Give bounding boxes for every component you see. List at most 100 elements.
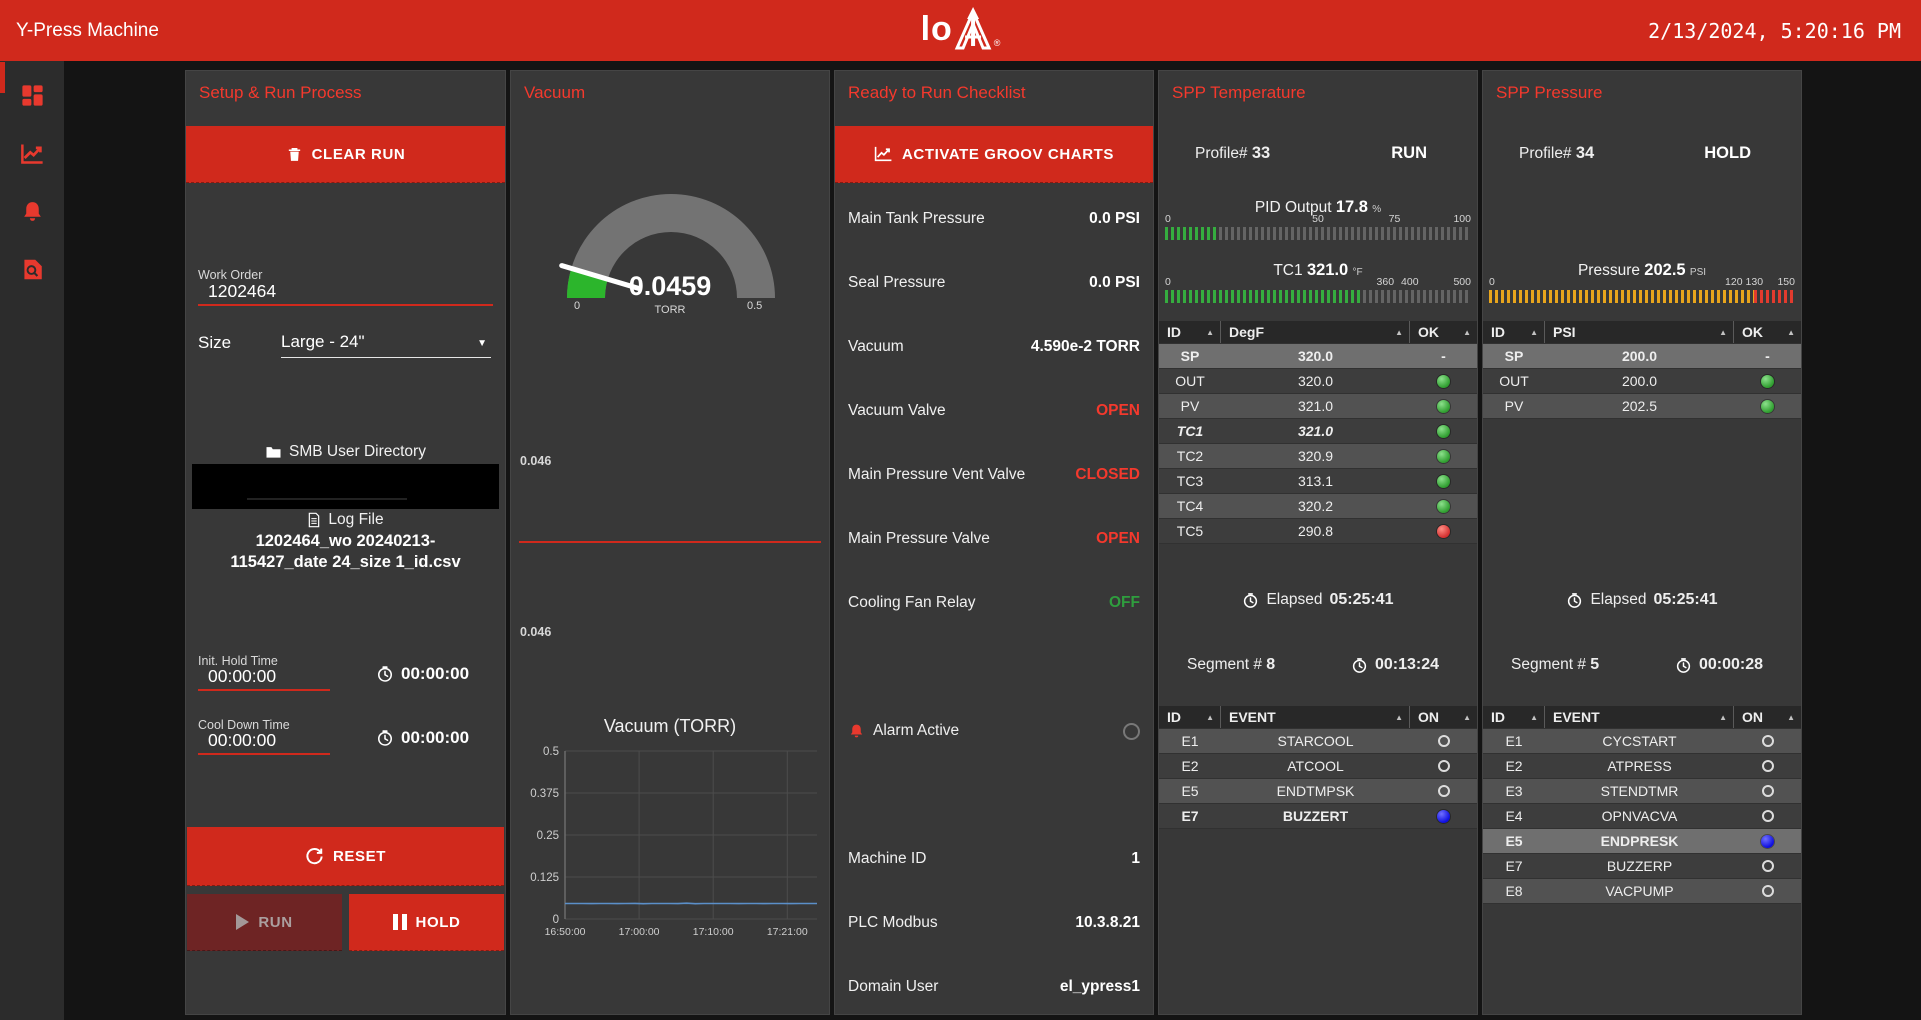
alarm-active-row: Alarm Active — [848, 719, 1140, 743]
table-row: E4 OPNVACVA — [1483, 804, 1801, 829]
pause-icon — [392, 914, 407, 930]
elapsed-label: Elapsed — [1590, 591, 1647, 608]
checklist-item-value: CLOSED — [1075, 466, 1140, 483]
column-header-psi[interactable]: PSI ▲ — [1545, 321, 1734, 343]
event-led-off — [1761, 735, 1774, 747]
info-item: Machine ID 1 — [835, 847, 1153, 871]
row-status — [1734, 369, 1801, 393]
temp-segment-row: Segment # 8 00:13:24 — [1187, 656, 1439, 674]
pressure-profile-row: Profile# 34 HOLD — [1519, 144, 1751, 163]
sort-caret-icon: ▲ — [1395, 712, 1403, 722]
smb-directory-input[interactable] — [192, 464, 499, 509]
event-led-on — [1761, 834, 1774, 848]
checklist-item-value: 0.0 PSI — [1089, 210, 1140, 227]
bar-fill — [1489, 290, 1755, 303]
tc1-bar-track — [1165, 290, 1471, 303]
event-led-off — [1761, 860, 1774, 872]
sidebar-item-event-logs[interactable] — [16, 255, 48, 283]
column-header-id[interactable]: ID ▲ — [1159, 706, 1221, 728]
scale-label: 0 — [1165, 276, 1171, 288]
run-button[interactable]: RUN — [187, 894, 342, 951]
checklist-item-value: OFF — [1109, 594, 1140, 611]
column-header-ok[interactable]: OK ▲ — [1410, 321, 1477, 343]
work-order-underline — [198, 304, 493, 306]
sidebar-item-dashboard[interactable] — [16, 81, 48, 109]
table-header-row: ID ▲ PSI ▲ OK ▲ — [1483, 321, 1801, 344]
column-header-event[interactable]: EVENT ▲ — [1221, 706, 1410, 728]
pid-bar-scale: 0 50 75 100 — [1165, 213, 1471, 225]
init-hold-timer: 00:00:00 — [376, 664, 469, 684]
row-id: TC3 — [1176, 473, 1204, 489]
row-status — [1410, 419, 1477, 443]
row-status — [1734, 729, 1801, 753]
iot-logo-arrow-icon — [954, 7, 992, 50]
sidebar-item-alarms[interactable] — [16, 197, 48, 225]
status-led-green — [1437, 399, 1450, 413]
cool-down-timer: 00:00:00 — [376, 728, 469, 748]
checklist-panel: Ready to Run Checklist ACTIVATE GROOV CH… — [834, 70, 1154, 1015]
init-hold-input[interactable]: 00:00:00 — [208, 666, 277, 686]
vacuum-gauge-min: 0 — [574, 300, 581, 312]
row-id: TC4 — [1176, 498, 1204, 514]
reset-button[interactable]: RESET — [187, 827, 504, 886]
temp-elapsed-row: Elapsed 05:25:41 — [1159, 591, 1477, 609]
scale-label: 100 — [1453, 213, 1471, 225]
column-header-id[interactable]: ID ▲ — [1483, 321, 1545, 343]
row-id: E2 — [1505, 758, 1523, 774]
alarm-active-label: Alarm Active — [873, 722, 960, 739]
column-header-label: EVENT — [1229, 709, 1276, 725]
column-header-degf[interactable]: DegF ▲ — [1221, 321, 1410, 343]
column-header-ok[interactable]: OK ▲ — [1734, 321, 1801, 343]
column-header-on[interactable]: ON ▲ — [1410, 706, 1477, 728]
size-underline — [281, 357, 491, 358]
play-icon — [236, 914, 250, 930]
temp-state-badge: RUN — [1391, 144, 1427, 162]
column-header-event[interactable]: EVENT ▲ — [1545, 706, 1734, 728]
sidebar-item-trends[interactable] — [16, 139, 48, 167]
table-row: TC3 313.1 — [1159, 469, 1477, 494]
size-select[interactable]: Large - 24" — [281, 332, 365, 351]
chart-icon — [874, 146, 892, 162]
folder-icon — [266, 447, 281, 458]
pressure-value-table: ID ▲ PSI ▲ OK ▲ SP 200.0 - OUT 200.0 PV 202.5 — [1483, 321, 1801, 419]
row-id: E2 — [1181, 758, 1199, 774]
status-led-green — [1761, 399, 1774, 413]
table-row: E7 BUZZERP — [1483, 854, 1801, 879]
pid-bar-track — [1165, 227, 1471, 240]
top-header-bar: Y-Press Machine lo ® 2/13/2024, 5:20:16 … — [0, 0, 1921, 61]
event-led-on — [1437, 809, 1450, 823]
row-value: 200.0 — [1621, 348, 1658, 364]
checklist-item: Vacuum 4.590e-2 TORR — [835, 335, 1153, 359]
checklist-item: Main Pressure Vent Valve CLOSED — [835, 463, 1153, 487]
row-id: E1 — [1505, 733, 1523, 749]
cool-down-input[interactable]: 00:00:00 — [208, 730, 277, 750]
row-value: VACPUMP — [1605, 883, 1674, 899]
column-header-id[interactable]: ID ▲ — [1159, 321, 1221, 343]
hold-button[interactable]: HOLD — [349, 894, 504, 951]
reset-label: RESET — [332, 847, 386, 865]
table-row: E1 CYCSTART — [1483, 729, 1801, 754]
vacuum-chart: 0 0.125 0.25 0.375 0.5 16:50:00 17:00:00 17:10:… — [530, 746, 817, 938]
row-value: OPNVACVA — [1601, 808, 1678, 824]
column-header-id[interactable]: ID ▲ — [1483, 706, 1545, 728]
hold-label: HOLD — [415, 913, 461, 931]
cool-down-underline — [198, 753, 330, 755]
row-id: SP — [1180, 348, 1200, 364]
activate-groov-charts-button[interactable]: ACTIVATE GROOV CHARTS — [835, 126, 1153, 183]
segment-timer: 00:13:24 — [1351, 656, 1439, 674]
panel-title: Ready to Run Checklist — [848, 83, 1026, 102]
pressure-segment-row: Segment # 5 00:00:28 — [1511, 656, 1763, 674]
setup-run-panel: Setup & Run Process CLEAR RUN Work Order… — [185, 70, 506, 1015]
bar-fill — [1165, 290, 1362, 303]
clear-run-button[interactable]: CLEAR RUN — [186, 126, 505, 183]
info-item-value: 10.3.8.21 — [1075, 914, 1140, 931]
row-value: ENDPRESK — [1600, 833, 1679, 849]
table-row: TC2 320.9 — [1159, 444, 1477, 469]
column-header-label: ID — [1491, 324, 1505, 340]
panel-title: Vacuum — [524, 83, 586, 102]
svg-text:17:00:00: 17:00:00 — [619, 926, 660, 938]
table-row: SP 320.0 - — [1159, 344, 1477, 369]
work-order-input[interactable]: 1202464 — [208, 281, 277, 301]
column-header-on[interactable]: ON ▲ — [1734, 706, 1801, 728]
log-file-name: 1202464_wo 20240213-115427_date 24_size … — [230, 532, 461, 571]
